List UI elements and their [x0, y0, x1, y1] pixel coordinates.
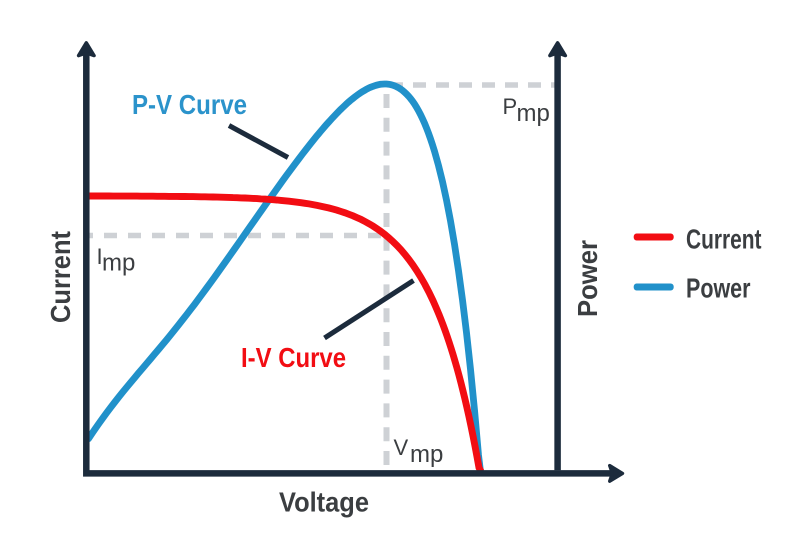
- svg-text:Power: Power: [572, 240, 603, 317]
- svg-text:V: V: [394, 435, 409, 460]
- svg-text:Current: Current: [686, 224, 762, 255]
- svg-text:P: P: [503, 94, 518, 119]
- svg-text:Current: Current: [45, 231, 76, 323]
- svg-text:Power: Power: [686, 273, 751, 304]
- svg-text:mp: mp: [102, 250, 135, 277]
- svg-text:I: I: [97, 244, 103, 269]
- svg-text:I-V Curve: I-V Curve: [241, 342, 346, 373]
- svg-text:P-V Curve: P-V Curve: [132, 89, 247, 120]
- svg-text:Voltage: Voltage: [279, 487, 369, 518]
- svg-text:mp: mp: [410, 441, 443, 468]
- svg-text:mp: mp: [517, 100, 550, 127]
